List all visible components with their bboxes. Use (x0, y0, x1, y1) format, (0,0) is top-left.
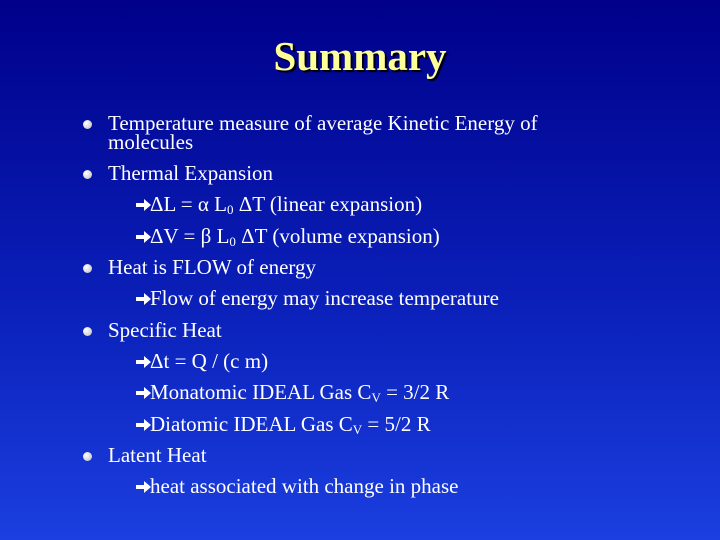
bullet-dot (83, 264, 92, 273)
bullet-text: Latent Heat (108, 443, 207, 467)
slide-title: Summary (273, 33, 447, 79)
sub-item-text: ΔV = β L (150, 223, 230, 248)
bullet-dot (83, 170, 92, 179)
sub-item-text: Monatomic IDEAL Gas C (150, 380, 372, 404)
sub-item: Monatomic IDEAL Gas CV = 3/2 R (108, 377, 640, 409)
sub-item-text: heat associated with change in phase (150, 474, 459, 498)
arrow-icon (136, 355, 151, 368)
bullet-dot (83, 120, 92, 129)
sub-item-text-rest: = 3/2 R (380, 380, 450, 404)
subscript: 0 (229, 233, 236, 249)
bullet: Thermal Expansion ΔL = α L0 ΔT (linear ex… (80, 158, 640, 252)
sub-item: Diatomic IDEAL Gas CV = 5/2 R (108, 409, 640, 441)
bullet-text: Thermal Expansion (108, 161, 274, 185)
bullet-text: Heat is FLOW of energy (108, 255, 317, 279)
bullet-list: Temperature measure of average Kinetic E… (80, 108, 640, 503)
sub-item-text: Flow of energy may increase temperature (150, 286, 499, 310)
sub-item: ΔV = β L0 ΔT (volume expansion) (108, 221, 640, 253)
sub-item-text-rest: = 5/2 R (362, 411, 431, 436)
arrow-icon (136, 387, 151, 399)
subscript: V (371, 390, 381, 405)
sub-item-text: Δt = Q / (c m) (150, 348, 269, 373)
sub-item: ΔL = α L0 ΔT (linear expansion) (108, 189, 640, 221)
sub-item-text-rest: ΔT (linear expansion) (233, 192, 423, 216)
bullet-text: Specific Heat (108, 317, 222, 342)
subscript: V (352, 421, 363, 437)
arrow-icon (136, 293, 151, 305)
sub-item-text: ΔL = α L (150, 192, 227, 216)
bullet: Latent Heat heat associated with change i… (80, 440, 640, 503)
arrow-icon (136, 481, 151, 493)
subscript: 0 (226, 202, 234, 217)
bullet: Temperature measure of average Kinetic E… (80, 108, 640, 158)
sub-item-text-rest: ΔT (volume expansion) (235, 223, 440, 248)
sub-item: heat associated with change in phase (108, 471, 640, 503)
bullet: Specific Heat Δt = Q / (c m) Monatomic IDE… (80, 315, 640, 441)
bullet-dot (83, 326, 92, 336)
bullet: Heat is FLOW of energy Flow of energy may… (80, 252, 640, 315)
arrow-icon (136, 418, 151, 431)
bullet-text: Temperature measure of average Kinetic E… (108, 111, 538, 154)
sub-item-text: Diatomic IDEAL Gas C (150, 411, 353, 436)
arrow-icon (136, 230, 151, 243)
sub-item: Δt = Q / (c m) (108, 346, 640, 378)
sub-item: Flow of energy may increase temperature (108, 283, 640, 315)
arrow-icon (136, 199, 151, 211)
bullet-dot (83, 452, 92, 461)
